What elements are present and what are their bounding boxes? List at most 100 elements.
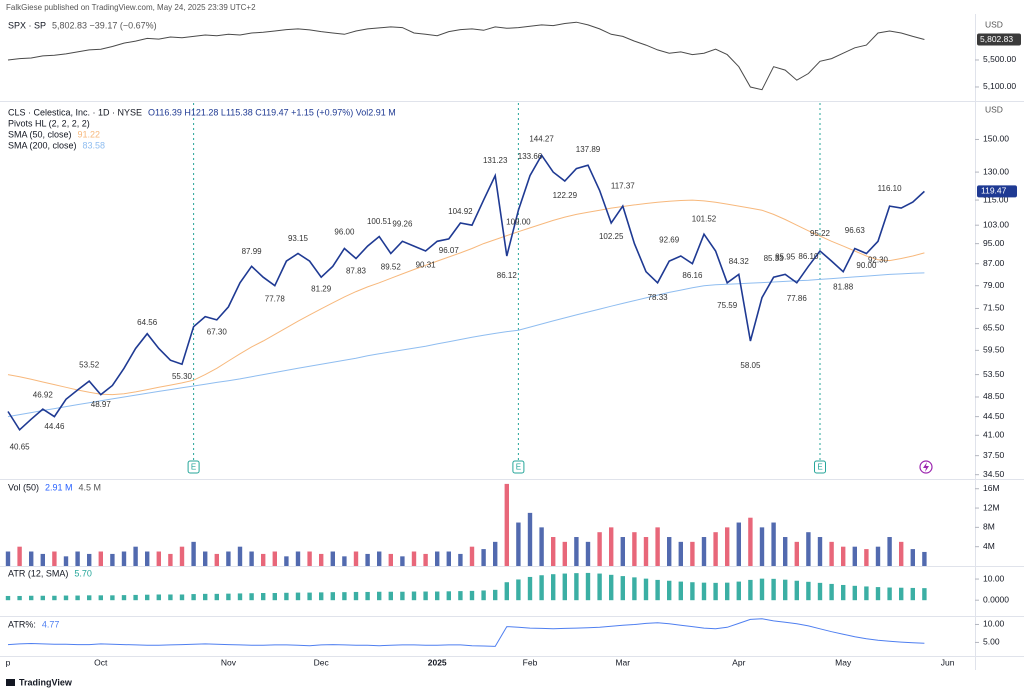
pivot-label: 84.32 [729, 257, 750, 266]
bar [469, 546, 475, 566]
bar [551, 574, 556, 601]
pivot-label: 95.22 [810, 229, 831, 238]
bar [191, 594, 196, 601]
x-tick-label: 2025 [428, 657, 447, 667]
pivot-label: 85.95 [775, 253, 796, 262]
bar [585, 541, 591, 566]
y-tick-label: 130.00 [983, 166, 1009, 176]
bar [875, 546, 881, 566]
bar [690, 582, 695, 601]
bar [295, 551, 301, 566]
bar [690, 541, 695, 566]
last-price-label: 119.47 [981, 186, 1007, 196]
bar [400, 556, 405, 566]
legend-series-value: 91.22 [78, 129, 101, 139]
footer-logo [6, 679, 15, 686]
bar [493, 589, 498, 601]
pivot-label: 75.59 [717, 301, 738, 310]
bar [481, 549, 486, 566]
bar [922, 551, 927, 566]
bar [388, 591, 393, 601]
y-tick-label: 10.00 [983, 619, 1005, 629]
pivot-label: 131.23 [483, 156, 508, 165]
bar [133, 546, 138, 566]
bar [75, 595, 80, 601]
bar [388, 553, 393, 566]
bar [643, 578, 649, 601]
bar [133, 594, 138, 601]
bar [29, 551, 34, 566]
pivot-label: 64.56 [137, 318, 158, 327]
x-tick-label: p [6, 657, 11, 667]
bar [191, 541, 196, 566]
x-tick-label: Apr [732, 657, 745, 667]
bar [17, 595, 22, 601]
pivot-label: 96.63 [845, 226, 866, 235]
legend-title: ATR (12, SMA) [8, 568, 68, 578]
bar [29, 595, 34, 601]
bar [899, 541, 904, 566]
earnings-badge [512, 460, 525, 474]
bar [249, 593, 254, 601]
bar [458, 553, 463, 566]
bar [527, 576, 533, 601]
pivot-label: 116.10 [878, 184, 902, 193]
bar [237, 546, 243, 566]
bar [145, 551, 150, 566]
x-tick-label: Nov [221, 657, 237, 667]
pivot-label: 133.66 [518, 152, 543, 161]
bar [353, 591, 359, 601]
bar [759, 578, 765, 601]
bar [516, 522, 521, 566]
bar [539, 527, 544, 566]
legend-values: O116.39 H121.28 L115.38 C119.47 +1.15 (+… [148, 107, 396, 117]
pivot-label: 81.29 [311, 284, 332, 293]
bar [156, 594, 161, 601]
bar [562, 541, 567, 566]
bar [597, 532, 602, 566]
bar [667, 580, 672, 601]
axis-unit: USD [985, 104, 1003, 114]
earnings-badge [187, 460, 200, 474]
bar [17, 546, 22, 566]
pivot-label: 96.07 [439, 246, 460, 255]
y-tick-label: 48.50 [983, 391, 1005, 401]
bar [481, 590, 486, 601]
bar [458, 591, 463, 601]
bar [411, 551, 417, 566]
bar [922, 588, 927, 601]
bar [632, 532, 637, 566]
bar [748, 517, 753, 566]
pivot-label: 53.52 [79, 361, 100, 370]
bar [864, 549, 869, 566]
y-tick-label: 5,500.00 [983, 54, 1016, 64]
flash-icon[interactable] [919, 460, 933, 474]
bar [574, 537, 579, 566]
line [7, 153, 925, 432]
bar [295, 592, 301, 601]
bar [121, 595, 127, 601]
y-tick-label: 44.50 [983, 411, 1005, 421]
legend-title: CLS · Celestica, Inc. · 1D · NYSE [8, 107, 142, 117]
flash-bolt[interactable] [923, 462, 929, 472]
bar [145, 594, 150, 601]
logo-mark [6, 679, 15, 686]
pivot-label: 87.99 [242, 247, 263, 256]
bar [725, 527, 730, 566]
bar [504, 582, 509, 601]
bar [121, 551, 127, 566]
pivot-label: 48.97 [91, 400, 112, 409]
bar [365, 591, 370, 601]
pivot-label: 99.26 [392, 220, 413, 229]
bar [423, 553, 428, 566]
bar [678, 581, 683, 601]
bar [841, 584, 846, 601]
x-tick-label: Dec [314, 657, 330, 667]
bar [875, 587, 881, 601]
pivot-label: 104.92 [448, 207, 473, 216]
pivot-label: 77.78 [265, 294, 286, 303]
legend-title: SPX · SP [8, 20, 46, 30]
bar [887, 537, 892, 566]
bar [423, 591, 428, 601]
